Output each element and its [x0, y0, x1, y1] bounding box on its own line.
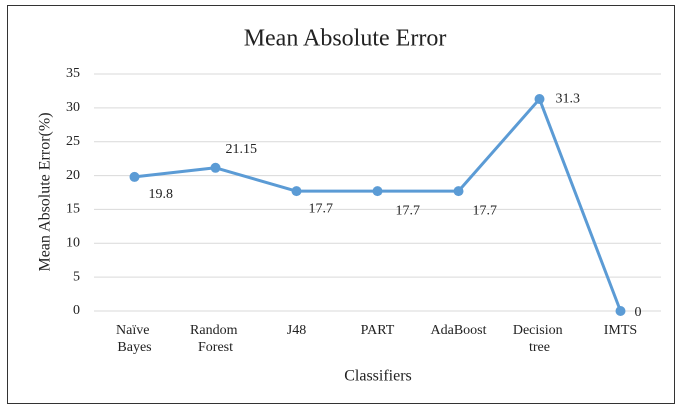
x-tick-label-line: Bayes — [117, 340, 151, 355]
y-axis-label: Mean Absolute Error(%) — [37, 112, 54, 271]
data-label: 17.7 — [309, 201, 334, 216]
x-tick-label: IMTS — [604, 323, 637, 338]
x-tick-label: Random Forest — [190, 323, 241, 355]
data-label: 21.15 — [226, 142, 258, 157]
x-tick-label-line: Decision — [513, 323, 566, 338]
data-label: 17.7 — [396, 203, 421, 218]
y-tick-label: 10 — [66, 236, 80, 251]
data-point — [210, 162, 221, 173]
data-point — [534, 94, 545, 105]
data-point — [291, 186, 302, 197]
y-tick-label: 0 — [73, 303, 80, 318]
y-tick-label: 25 — [66, 134, 80, 149]
y-tick-label: 5 — [73, 269, 80, 284]
chart-title: Mean Absolute Error — [244, 26, 447, 52]
x-tick-label: AdaBoost — [431, 323, 487, 338]
x-tick-label-line: tree — [529, 340, 550, 355]
x-tick-label: Naïve Bayes — [116, 323, 153, 355]
y-tick-label: 30 — [66, 100, 80, 115]
x-tick-label-line: Forest — [198, 340, 233, 355]
data-label: 17.7 — [473, 203, 498, 218]
x-tick-label-line: Naïve — [116, 323, 153, 338]
data-label: 0 — [635, 305, 642, 320]
x-tick-label: Decision tree — [513, 323, 566, 355]
chart-border — [7, 5, 675, 404]
y-tick-label: 15 — [66, 202, 80, 217]
x-tick-label: J48 — [287, 323, 306, 338]
x-tick-label: PART — [361, 323, 395, 338]
y-tick-label: 20 — [66, 168, 80, 183]
x-tick-label-line: Random — [190, 323, 241, 338]
data-label: 31.3 — [556, 91, 581, 106]
data-point — [453, 186, 464, 197]
data-point — [615, 306, 626, 316]
x-axis-label: Classifiers — [344, 368, 412, 385]
data-point — [129, 171, 140, 182]
data-label: 19.8 — [149, 187, 174, 202]
data-point — [372, 186, 383, 197]
y-tick-label: 35 — [66, 66, 80, 81]
